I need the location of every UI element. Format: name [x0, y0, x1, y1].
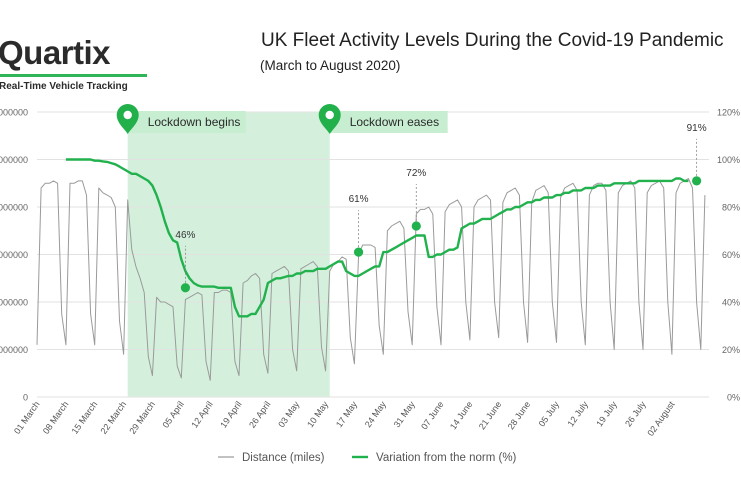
data-label: 91%: [687, 123, 707, 134]
x-tick-label: 29 March: [127, 399, 157, 435]
x-tick-label: 12 July: [565, 399, 590, 429]
x-tick-label: 01 March: [12, 399, 42, 435]
x-tick-label: 28 June: [506, 399, 533, 431]
x-tick-label: 26 April: [247, 399, 272, 429]
x-tick-label: 17 May: [334, 399, 359, 429]
y-right-tick-label: 80%: [722, 203, 740, 213]
x-tick-label: 15 March: [70, 399, 100, 435]
x-tick-label: 26 July: [623, 399, 648, 429]
logo-wordmark: Quartix: [0, 34, 111, 71]
x-tick-label: 05 April: [161, 399, 186, 429]
x-tick-label: 31 May: [392, 399, 417, 429]
y-right-tick-label: 60%: [722, 250, 740, 260]
map-pin-hole-icon: [123, 110, 132, 120]
data-label: 72%: [406, 168, 426, 179]
y-right-tick-label: 20%: [722, 345, 740, 355]
y-left-tick-label: 120000000: [0, 108, 28, 118]
y-right-tick-label: 0%: [727, 393, 740, 403]
x-tick-label: 21 June: [477, 399, 504, 431]
chart-title: UK Fleet Activity Levels During the Covi…: [261, 30, 724, 51]
x-tick-label: 10 May: [305, 399, 330, 429]
quartix-logo: Quartix Real-Time Vehicle Tracking: [0, 20, 160, 92]
x-tick-label: 22 March: [98, 399, 128, 435]
legend-label-distance: Distance (miles): [242, 452, 325, 464]
marker-label-box: [127, 111, 246, 133]
y-left-tick-label: 20000000: [0, 345, 28, 355]
y-left-tick-label: 40000000: [0, 298, 28, 308]
legend-label-variation: Variation from the norm (%): [376, 452, 517, 464]
data-label: 61%: [349, 194, 369, 205]
y-right-tick-label: 100%: [717, 155, 740, 165]
y-left-tick-label: 100000000: [0, 155, 28, 165]
x-tick-label: 05 July: [537, 399, 562, 429]
data-point-marker: [692, 176, 702, 186]
x-tick-label: 12 April: [189, 399, 214, 429]
x-tick-label: 07 June: [419, 399, 446, 431]
data-point-marker: [353, 247, 364, 257]
series-line-variation: [65, 158, 689, 318]
x-tick-label: 14 June: [448, 399, 475, 431]
marker-label: Lockdown begins: [148, 115, 241, 129]
y-right-tick-label: 120%: [717, 108, 740, 118]
data-point-marker: [180, 283, 191, 293]
map-pin-hole-icon: [325, 110, 334, 120]
data-label: 46%: [175, 230, 195, 241]
marker-label-box: [329, 111, 448, 133]
x-tick-label: 19 July: [594, 399, 619, 429]
y-left-tick-label: 60000000: [0, 250, 28, 260]
x-tick-label: 02 August: [645, 399, 676, 438]
chart-subtitle: (March to August 2020): [260, 58, 401, 73]
data-point-marker: [411, 221, 421, 231]
y-left-tick-label: 0: [23, 393, 28, 403]
x-tick-label: 19 April: [218, 399, 243, 429]
x-tick-label: 24 May: [363, 399, 388, 429]
marker-label: Lockdown eases: [350, 115, 439, 129]
x-tick-label: 03 May: [276, 399, 301, 429]
x-tick-label: 08 March: [41, 399, 71, 435]
series-line-distance: [36, 178, 706, 381]
y-left-tick-label: 80000000: [0, 203, 28, 213]
logo-tagline: Real-Time Vehicle Tracking: [0, 81, 128, 92]
logo-underline: [0, 74, 147, 77]
y-right-tick-label: 40%: [722, 298, 740, 308]
